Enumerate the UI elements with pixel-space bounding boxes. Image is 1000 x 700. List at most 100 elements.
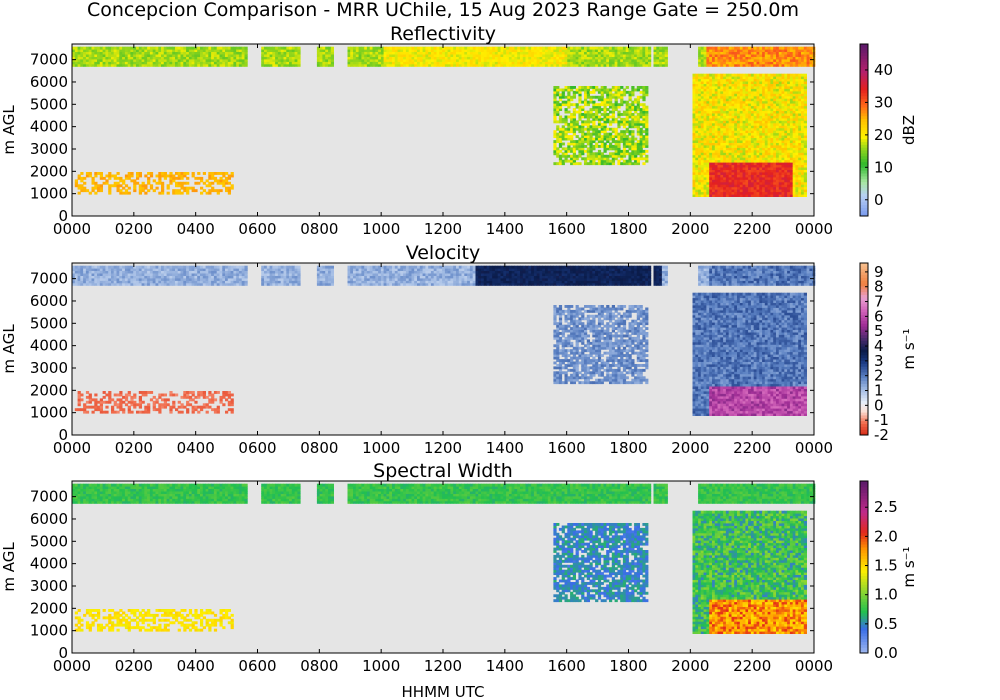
- heatmap-cell: [742, 86, 746, 89]
- heatmap-cell: [770, 167, 774, 170]
- heatmap-cell: [801, 157, 805, 161]
- heatmap-cell: [700, 189, 704, 193]
- heatmap-cell: [798, 115, 802, 119]
- heatmap-cell: [628, 113, 632, 116]
- heatmap-cell: [570, 86, 574, 89]
- heatmap-cell: [394, 49, 398, 52]
- heatmap-cell: [211, 176, 215, 180]
- heatmap-cell: [572, 93, 576, 97]
- heatmap-cell: [642, 125, 646, 129]
- heatmap-cell: [439, 54, 443, 57]
- heatmap-cell: [698, 154, 702, 158]
- heatmap-cell: [698, 83, 702, 87]
- heatmap-cell: [366, 46, 371, 50]
- heatmap-cell: [213, 176, 218, 180]
- heatmap-cell: [695, 83, 699, 87]
- heatmap-cell: [717, 86, 721, 89]
- heatmap-cell: [795, 157, 799, 161]
- heatmap-cell: [567, 51, 571, 55]
- heatmap-cell: [703, 167, 707, 170]
- heatmap-cell: [603, 113, 607, 116]
- heatmap-cell: [778, 51, 782, 55]
- heatmap-cell: [186, 51, 190, 55]
- heatmap-cell: [798, 110, 802, 114]
- heatmap-cell: [631, 149, 635, 153]
- heatmap-cell: [773, 169, 777, 173]
- heatmap-cell: [720, 147, 724, 151]
- heatmap-cell: [172, 189, 176, 193]
- heatmap-cell: [155, 49, 159, 52]
- heatmap-cell: [742, 78, 746, 82]
- heatmap-cell: [483, 49, 487, 52]
- heatmap-cell: [411, 63, 415, 67]
- heatmap-cell: [456, 61, 460, 65]
- heatmap-cell: [450, 61, 454, 65]
- heatmap-cell: [436, 49, 440, 52]
- heatmap-cell: [219, 49, 223, 52]
- heatmap-cell: [703, 142, 707, 146]
- heatmap-cell: [364, 46, 368, 50]
- heatmap-cell: [703, 95, 707, 99]
- heatmap-cell: [725, 93, 730, 97]
- heatmap-cell: [798, 179, 802, 183]
- heatmap-cell: [753, 56, 757, 60]
- heatmap-cell: [447, 51, 451, 55]
- heatmap-cell: [759, 159, 763, 163]
- heatmap-cell: [85, 189, 90, 193]
- heatmap-cell: [625, 149, 629, 153]
- heatmap-cell: [753, 115, 757, 119]
- heatmap-cell: [776, 86, 780, 89]
- heatmap-cell: [712, 95, 716, 99]
- heatmap-cell: [789, 135, 794, 138]
- heatmap-cell: [617, 142, 621, 146]
- heatmap-cell: [578, 51, 582, 55]
- heatmap-cell: [745, 122, 749, 126]
- heatmap-cell: [517, 63, 521, 67]
- heatmap-cell: [734, 46, 738, 50]
- heatmap-cell: [798, 46, 802, 50]
- heatmap-cell: [481, 51, 485, 55]
- heatmap-cell: [723, 73, 727, 77]
- heatmap-cell: [628, 142, 632, 146]
- heatmap-cell: [578, 93, 582, 97]
- heatmap-cell: [731, 145, 735, 148]
- heatmap-cell: [789, 132, 794, 136]
- heatmap-cell: [561, 132, 565, 136]
- heatmap-cell: [773, 189, 777, 193]
- heatmap-cell: [347, 61, 351, 65]
- heatmap-cell: [692, 184, 696, 188]
- heatmap-cell: [617, 122, 621, 126]
- heatmap-cell: [801, 90, 805, 94]
- heatmap-cell: [703, 61, 707, 65]
- heatmap-cell: [595, 54, 599, 57]
- heatmap-cell: [720, 98, 724, 102]
- heatmap-cell: [169, 54, 173, 57]
- heatmap-cell: [575, 49, 579, 52]
- heatmap-cell: [692, 176, 696, 180]
- heatmap-cell: [798, 191, 802, 195]
- heatmap-cell: [801, 59, 805, 62]
- heatmap-cell: [739, 157, 743, 161]
- heatmap-cell: [180, 51, 184, 55]
- heatmap-cell: [191, 59, 195, 62]
- heatmap-cell: [698, 63, 702, 67]
- heatmap-cell: [709, 90, 713, 94]
- heatmap-cell: [639, 132, 643, 136]
- heatmap-cell: [753, 184, 757, 188]
- heatmap-cell: [767, 103, 771, 107]
- heatmap-cell: [219, 56, 223, 60]
- heatmap-cell: [798, 90, 802, 94]
- heatmap-cell: [592, 61, 596, 65]
- heatmap-cell: [737, 167, 741, 170]
- heatmap-cell: [177, 189, 181, 193]
- heatmap-cell: [784, 117, 788, 121]
- heatmap-cell: [776, 189, 780, 193]
- heatmap-cell: [97, 61, 101, 65]
- heatmap-cell: [767, 142, 771, 146]
- heatmap-cell: [789, 174, 794, 178]
- heatmap-cell: [787, 159, 791, 163]
- heatmap-cell: [784, 95, 788, 99]
- heatmap-cell: [762, 51, 766, 55]
- heatmap-cell: [325, 51, 329, 55]
- heatmap-cell: [456, 63, 460, 67]
